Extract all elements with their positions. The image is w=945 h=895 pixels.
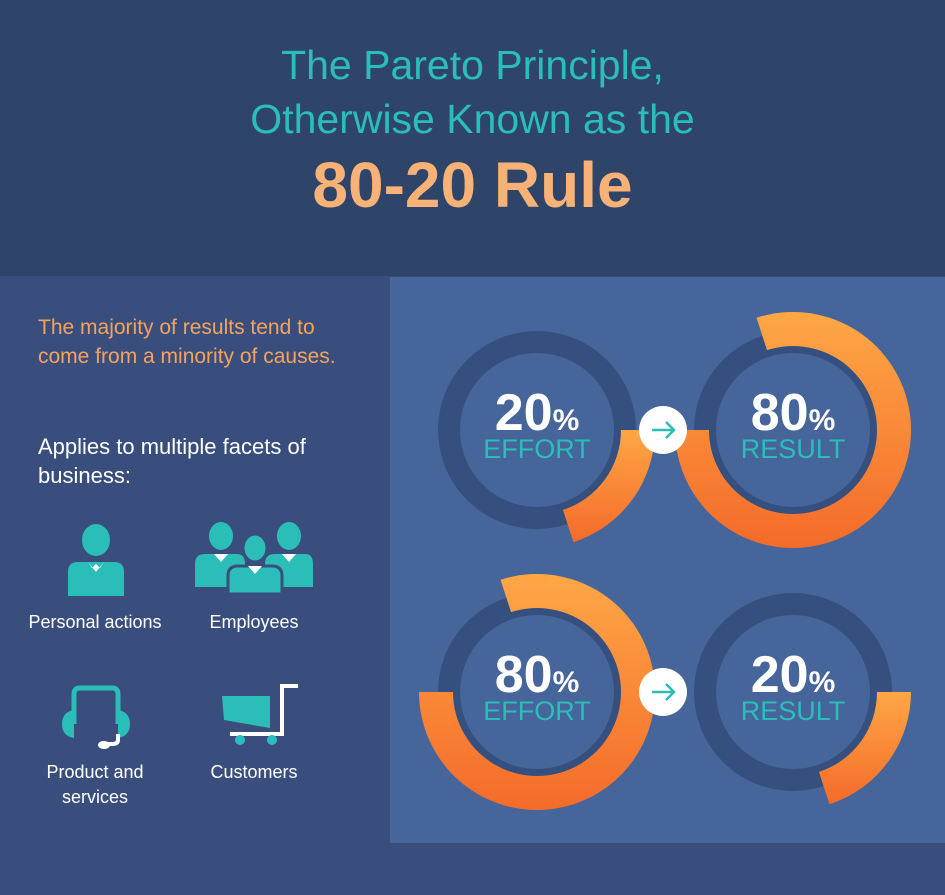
arrow-right-icon [639,668,687,716]
header: The Pareto Principle, Otherwise Known as… [0,0,945,276]
headset-icon [62,685,130,749]
person-icon [68,524,124,596]
arrow-right-icon [639,406,687,454]
intro-text: The majority of results tend to come fro… [38,316,336,368]
applies-text: Applies to multiple facets of business: [38,434,306,488]
facet-label-employees: Employees [209,612,299,632]
shopping-cart-icon [222,684,298,745]
donut-percent: 20% [693,645,893,705]
percent-value: 20 [494,384,553,442]
donut-label: RESULT [740,696,846,726]
percent-unit: % [808,404,836,437]
donut-label: EFFORT [483,696,591,726]
percent-value: 80 [750,384,809,442]
donut-label: EFFORT [483,434,591,464]
donut-value-arc [562,430,655,543]
donut-charts [419,312,911,811]
percent-value: 80 [494,646,553,704]
facet-label-personal: Personal actions [28,612,162,632]
donut-label: RESULT [740,434,846,464]
facet-label-customers: Customers [210,762,298,782]
title-main: 80-20 Rule [312,149,633,221]
donut-percent: 80% [693,383,893,443]
group-icon [195,522,313,594]
facet-label-product: Product and services [46,762,144,807]
donut-percent: 80% [437,645,637,705]
percent-unit: % [552,404,580,437]
percent-value: 20 [750,646,809,704]
donut-value-arc [818,692,911,805]
title-line-1: The Pareto Principle, [281,42,664,88]
title-line-2: Otherwise Known as the [250,96,695,142]
percent-unit: % [552,666,580,699]
donut-percent: 20% [437,383,637,443]
percent-unit: % [808,666,836,699]
